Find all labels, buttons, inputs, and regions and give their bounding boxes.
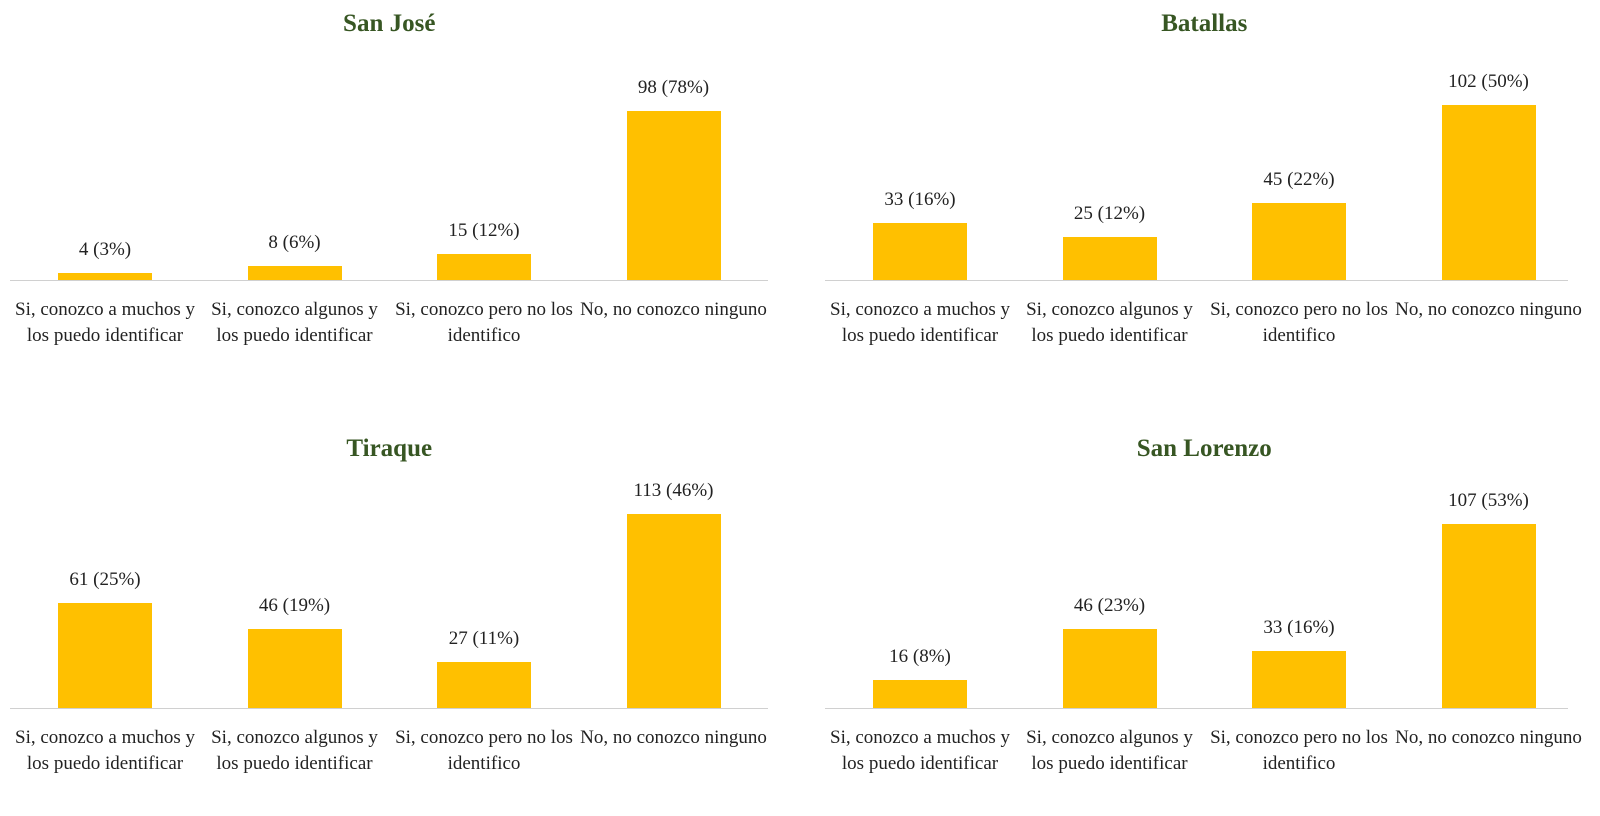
- chart-title: Batallas: [1161, 10, 1248, 37]
- bar: [1252, 202, 1346, 280]
- axis-line: [10, 708, 768, 709]
- data-label: 107 (53%): [1448, 489, 1529, 511]
- x-tick-label: Si, conozco algunos y los puedo identifi…: [211, 299, 378, 346]
- x-tick-label: Si, conozco a muchos y los puedo identif…: [15, 727, 195, 774]
- data-label: 46 (19%): [258, 594, 331, 616]
- bar: [58, 603, 152, 708]
- data-label: 4 (3%): [78, 239, 132, 261]
- data-label: 46 (23%): [1073, 594, 1146, 616]
- bar: [437, 254, 531, 280]
- bar: [437, 661, 531, 708]
- bar: [1441, 104, 1536, 280]
- x-tick-label: No, no conozco ninguno: [1395, 299, 1582, 320]
- data-label: 8 (6%): [268, 232, 321, 254]
- data-label: 33 (16%): [1263, 617, 1335, 639]
- x-tick-label: Si, conozco a muchos y los puedo identif…: [830, 299, 1010, 346]
- data-label: 98 (78%): [637, 77, 710, 99]
- x-tick-label: Si, conozco pero no los identifico: [1210, 727, 1388, 774]
- bar: [873, 223, 967, 280]
- data-label: 45 (22%): [1263, 168, 1335, 190]
- bar: [1252, 651, 1346, 708]
- data-label: 61 (25%): [69, 569, 141, 591]
- chart-title: San Lorenzo: [1136, 435, 1272, 462]
- x-tick-label: Si, conozco pero no los identifico: [395, 727, 573, 774]
- x-tick-label: Si, conozco pero no los identifico: [395, 299, 573, 346]
- bar: [873, 680, 967, 708]
- bar: [1062, 628, 1157, 708]
- data-label: 27 (11%): [448, 627, 520, 649]
- x-tick-label: Si, conozco a muchos y los puedo identif…: [830, 727, 1010, 774]
- data-label: 25 (12%): [1073, 203, 1146, 224]
- axis-line: [825, 280, 1568, 281]
- x-tick-label: Si, conozco pero no los identifico: [1210, 299, 1388, 346]
- x-tick-label: Si, conozco algunos y los puedo identifi…: [1026, 299, 1193, 346]
- data-label: 16 (8%): [889, 646, 951, 668]
- bar: [247, 266, 342, 280]
- bar: [626, 513, 721, 708]
- data-label: 33 (16%): [884, 189, 956, 211]
- chart-title: Tiraque: [346, 435, 433, 462]
- data-label: 15 (12%): [448, 220, 520, 242]
- bar: [58, 273, 152, 280]
- x-tick-label: Si, conozco a muchos y los puedo identif…: [15, 299, 195, 346]
- x-tick-label: No, no conozco ninguno: [580, 299, 767, 320]
- data-label: 102 (50%): [1448, 70, 1529, 92]
- x-tick-label: No, no conozco ninguno: [580, 727, 767, 748]
- bar: [1441, 523, 1536, 708]
- chart-title: San José: [343, 10, 436, 37]
- x-tick-label: Si, conozco algunos y los puedo identifi…: [211, 727, 378, 774]
- x-tick-label: Si, conozco algunos y los puedo identifi…: [1026, 727, 1193, 774]
- bar: [1062, 237, 1157, 280]
- axis-line: [825, 708, 1568, 709]
- bar: [626, 111, 721, 280]
- axis-line: [10, 280, 768, 281]
- x-tick-label: No, no conozco ninguno: [1395, 727, 1582, 748]
- data-label: 113 (46%): [633, 479, 714, 501]
- bar: [247, 628, 342, 708]
